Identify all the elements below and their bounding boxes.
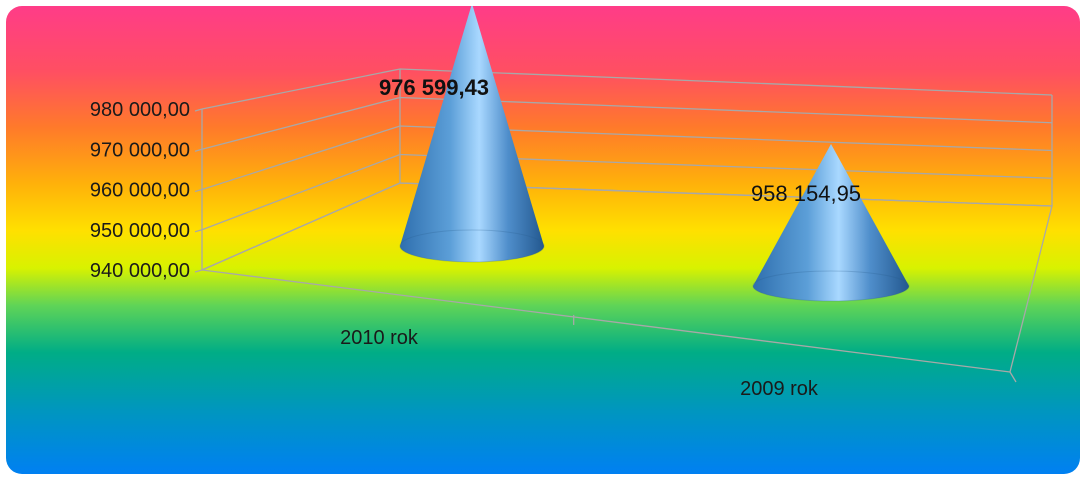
cones (399, 6, 910, 302)
y-tick-mark (194, 148, 203, 152)
gridline (201, 96, 1053, 150)
cone-body (753, 143, 909, 301)
front-floor-edge (201, 269, 1011, 373)
cone-body (400, 6, 544, 262)
y-tick-label: 960 000,00 (90, 180, 190, 202)
y-tick-mark (194, 188, 203, 193)
cone-2 (752, 143, 910, 302)
y-tick-label: 970 000,00 (90, 139, 190, 161)
data-labels: 976 599,43 958 154,95 (379, 75, 861, 206)
cone-1 (399, 6, 545, 263)
front-right-tick (1009, 371, 1017, 383)
y-tick-label: 950 000,00 (90, 220, 190, 242)
y-tick-mark (194, 108, 203, 112)
y-axis-ticks: 940 000,00 950 000,00 960 000,00 970 000,00… (90, 99, 190, 282)
y-tick-label: 980 000,00 (90, 99, 190, 121)
data-label: 958 154,95 (751, 181, 861, 206)
gridline (201, 125, 1053, 191)
y-tick-label: 940 000,00 (90, 260, 190, 282)
x-axis-ticks: 2010 rok 2009 rok (340, 327, 819, 400)
cone-base (752, 270, 910, 302)
chart-frame: 940 000,00 950 000,00 960 000,00 970 000,00… (6, 6, 1080, 474)
y-tick-mark (194, 269, 203, 273)
x-tick-label: 2010 rok (340, 327, 419, 349)
y-tick-mark (194, 229, 203, 233)
cone-chart: 940 000,00 950 000,00 960 000,00 970 000,00… (6, 6, 1080, 474)
data-label: 976 599,43 (379, 75, 489, 100)
x-tick-label: 2009 rok (740, 378, 819, 400)
chart-background (6, 6, 1080, 474)
gridline (201, 68, 1053, 110)
cone-base (399, 229, 545, 263)
